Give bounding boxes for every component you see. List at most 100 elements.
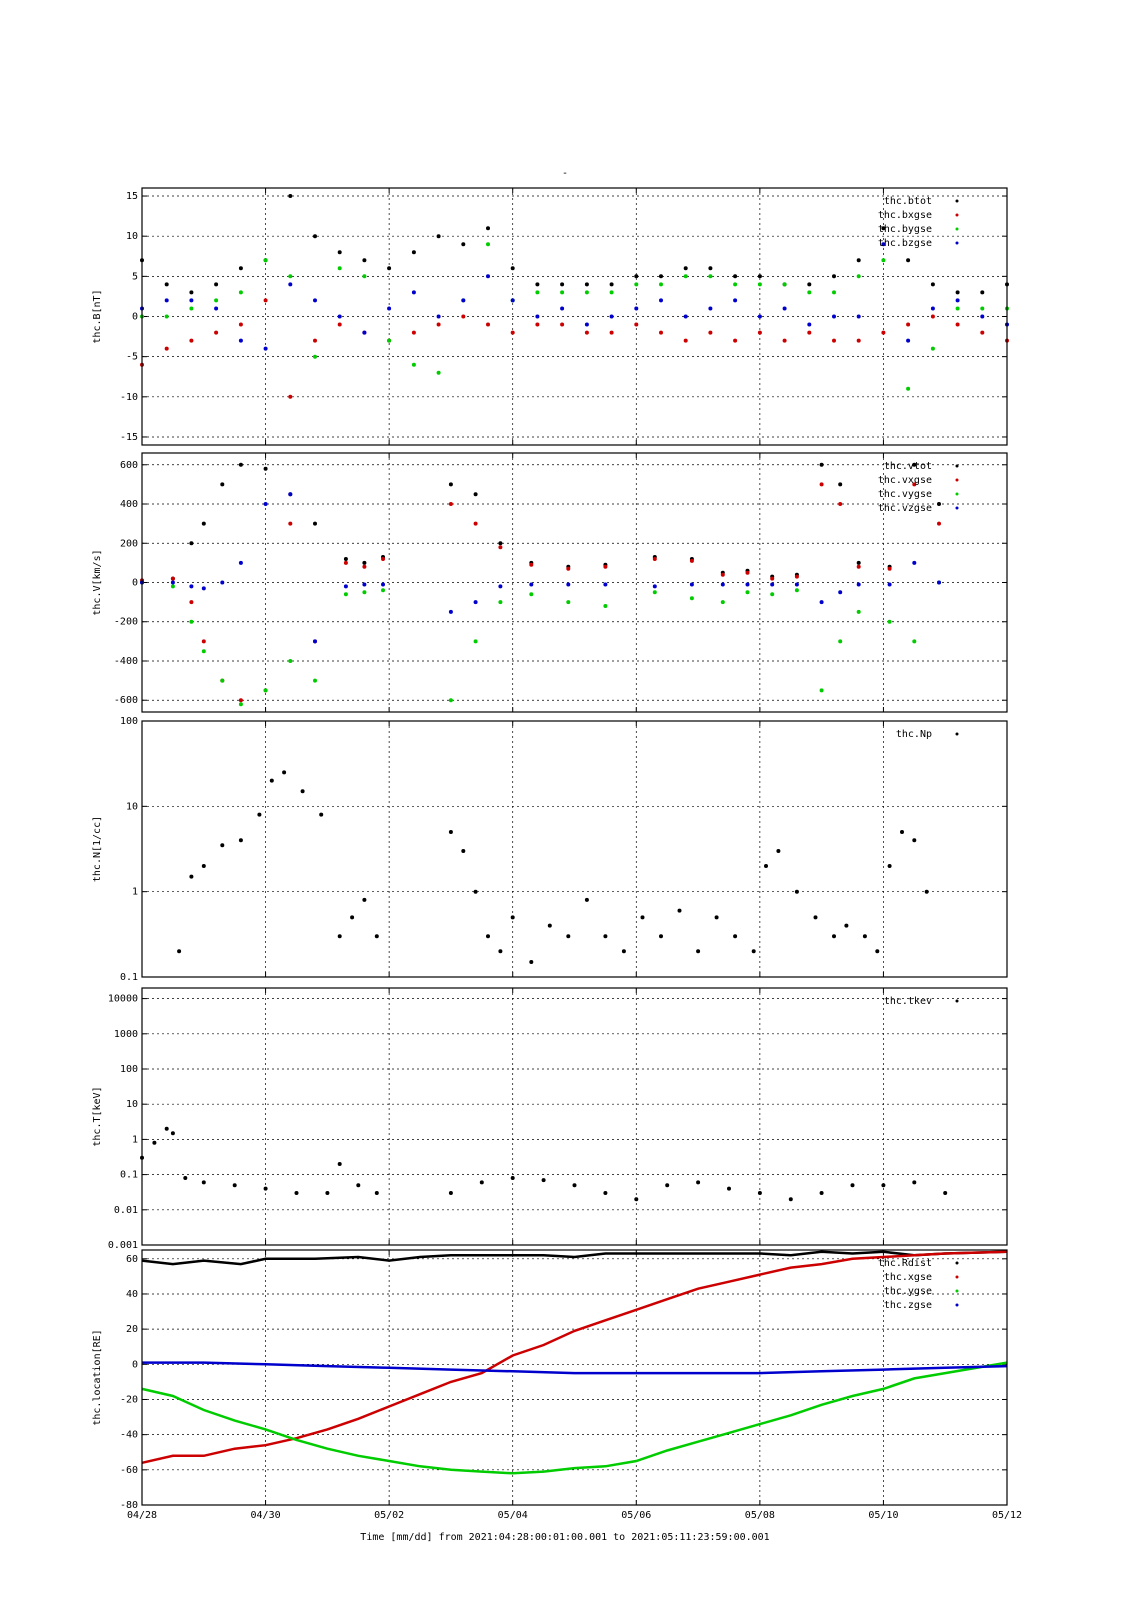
- data-point: [313, 354, 317, 359]
- data-point: [856, 338, 861, 343]
- data-point: [733, 282, 738, 287]
- data-point: [263, 1186, 268, 1191]
- data-point: [529, 592, 534, 597]
- data-point: [689, 582, 694, 587]
- data-point: [634, 322, 639, 327]
- legend-marker: [955, 199, 959, 203]
- data-point: [189, 298, 194, 303]
- y-tick-label: -20: [120, 1394, 138, 1405]
- y-tick-label: 10: [126, 1099, 138, 1110]
- y-tick-label: 400: [120, 499, 138, 510]
- data-point: [807, 282, 812, 287]
- data-point: [486, 934, 490, 939]
- data-point: [510, 298, 515, 303]
- data-point: [708, 266, 713, 271]
- data-point: [238, 290, 243, 295]
- data-point: [683, 266, 688, 271]
- data-point: [183, 1176, 188, 1180]
- y-tick-label: 0.1: [120, 972, 138, 983]
- data-point: [881, 330, 886, 335]
- x-tick-label: 05/12: [992, 1510, 1022, 1521]
- series-line: [141, 1250, 1008, 1465]
- y-tick-label: 100: [120, 1064, 138, 1075]
- y-tick-label: 20: [126, 1324, 138, 1335]
- data-point: [541, 1178, 546, 1183]
- data-point: [838, 590, 843, 595]
- data-point: [473, 600, 478, 605]
- data-point: [313, 234, 317, 239]
- data-point: [881, 242, 886, 247]
- y-axis-label: thc.V[km/s]: [92, 549, 103, 615]
- data-point: [288, 394, 293, 399]
- data-point: [659, 330, 663, 335]
- legend-marker: [955, 999, 959, 1003]
- data-point: [980, 290, 985, 295]
- data-point: [850, 1183, 855, 1188]
- data-point: [757, 330, 762, 335]
- data-point: [819, 600, 824, 605]
- data-point: [510, 915, 515, 920]
- data-point: [381, 588, 385, 593]
- data-point: [634, 274, 639, 279]
- data-point: [535, 314, 540, 319]
- legend-marker: [955, 227, 959, 231]
- data-point: [566, 566, 571, 571]
- data-point: [220, 482, 225, 487]
- series-thc-tkev: [140, 1126, 948, 1202]
- series-line: [142, 1361, 1008, 1375]
- data-point: [510, 1176, 515, 1180]
- x-tick-label: 04/28: [127, 1510, 157, 1521]
- data-point: [282, 770, 287, 775]
- y-tick-label: 1: [132, 887, 138, 898]
- data-point: [257, 812, 262, 817]
- series-thc-Np: [177, 770, 929, 964]
- data-point: [201, 649, 206, 654]
- data-point: [609, 330, 614, 335]
- data-point: [473, 639, 478, 644]
- series-line: [141, 1250, 1008, 1266]
- data-point: [887, 619, 892, 624]
- data-point: [819, 1191, 824, 1195]
- x-tick-label: 05/02: [374, 1510, 404, 1521]
- data-point: [566, 600, 571, 605]
- data-point: [263, 346, 268, 351]
- series-thc-bxgse: [140, 298, 1009, 399]
- data-point: [733, 274, 738, 279]
- data-point: [220, 678, 225, 683]
- data-point: [819, 688, 824, 693]
- data-point: [313, 678, 317, 683]
- data-point: [189, 338, 194, 343]
- data-point: [887, 582, 892, 587]
- data-point: [832, 338, 836, 343]
- data-point: [708, 306, 713, 311]
- data-point: [177, 949, 182, 954]
- y-tick-label: -200: [114, 617, 138, 628]
- data-point: [436, 234, 441, 239]
- data-point: [535, 322, 540, 327]
- data-point: [708, 330, 713, 335]
- data-point: [832, 290, 836, 295]
- data-point: [189, 584, 194, 589]
- data-point: [547, 923, 552, 928]
- data-point: [448, 1191, 453, 1195]
- data-point: [745, 590, 750, 595]
- data-point: [448, 698, 453, 703]
- legend-label: thc.Rdist: [878, 1258, 932, 1269]
- data-point: [529, 582, 534, 587]
- y-tick-label: 40: [126, 1289, 138, 1300]
- legend-label: thc.vygse: [878, 489, 932, 500]
- data-point: [337, 934, 342, 939]
- data-point: [362, 582, 367, 587]
- data-point: [696, 1180, 701, 1185]
- data-point: [770, 576, 775, 581]
- data-point: [201, 864, 206, 868]
- data-point: [813, 915, 818, 920]
- data-point: [912, 1180, 917, 1185]
- data-point: [906, 338, 911, 343]
- data-point: [937, 521, 941, 526]
- data-point: [362, 274, 367, 279]
- data-point: [794, 889, 799, 894]
- data-point: [343, 560, 348, 565]
- data-point: [510, 330, 515, 335]
- data-point: [201, 639, 206, 644]
